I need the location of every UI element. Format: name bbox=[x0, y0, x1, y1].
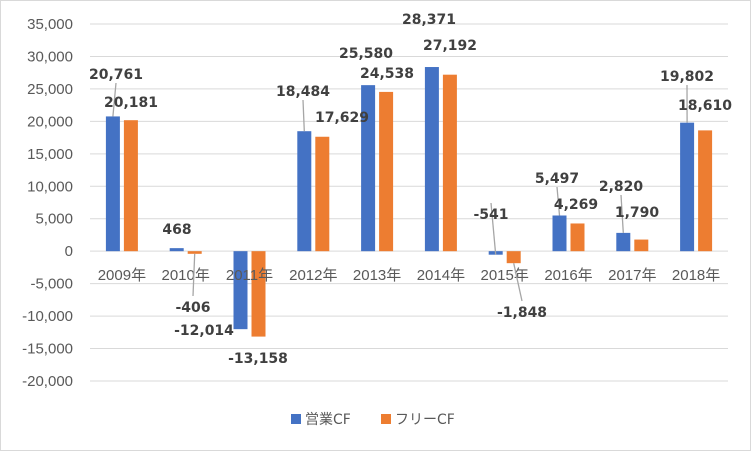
x-tick-label: 2016年 bbox=[544, 267, 592, 284]
bar-free-cf bbox=[570, 223, 585, 252]
legend-swatch bbox=[381, 414, 391, 424]
leader-line bbox=[513, 263, 523, 302]
legend-swatch bbox=[291, 414, 301, 424]
y-tick-label: 35,000 bbox=[27, 16, 73, 33]
data-label: 5,497 bbox=[535, 171, 579, 187]
y-tick-label: -5,000 bbox=[30, 276, 73, 293]
bar-operating-cf bbox=[105, 116, 120, 252]
x-tick-label: 2011年 bbox=[226, 267, 273, 284]
bar-free-cf bbox=[698, 130, 713, 252]
data-label: 18,610 bbox=[678, 98, 732, 114]
y-tick-label: 20,000 bbox=[27, 113, 73, 130]
x-tick-label: 2012年 bbox=[289, 267, 337, 284]
x-tick-label: 2009年 bbox=[98, 267, 146, 284]
y-tick-label: -10,000 bbox=[22, 308, 73, 325]
data-label: 24,538 bbox=[360, 66, 414, 82]
data-label: 28,371 bbox=[402, 12, 456, 28]
leader-line bbox=[192, 253, 196, 297]
x-tick-label: 2014年 bbox=[417, 267, 465, 284]
bar-operating-cf bbox=[169, 248, 184, 252]
bar-free-cf bbox=[315, 136, 330, 252]
bar-free-cf bbox=[379, 91, 394, 252]
data-label: 17,629 bbox=[315, 110, 369, 126]
data-label: 27,192 bbox=[423, 38, 477, 54]
leader-line bbox=[490, 202, 497, 255]
data-label: 468 bbox=[162, 222, 191, 238]
x-tick-label: 2017年 bbox=[608, 267, 656, 284]
bar-operating-cf bbox=[297, 131, 312, 252]
y-tick-label: 30,000 bbox=[27, 48, 73, 65]
x-tick-label: 2010年 bbox=[162, 267, 210, 284]
leader-line bbox=[302, 99, 305, 132]
x-tick-label: 2013年 bbox=[353, 267, 401, 284]
x-tick-label: 2018年 bbox=[672, 267, 720, 284]
bar-operating-cf bbox=[233, 251, 248, 330]
bar-free-cf bbox=[123, 120, 138, 252]
bar-operating-cf bbox=[424, 67, 439, 252]
data-label: 4,269 bbox=[554, 197, 598, 213]
y-tick-label: 5,000 bbox=[35, 211, 73, 228]
leader-line bbox=[556, 186, 561, 216]
bar-operating-cf bbox=[616, 232, 631, 252]
data-label: 1,790 bbox=[615, 205, 660, 221]
data-label: 18,484 bbox=[276, 84, 330, 100]
legend-label: 営業CF bbox=[305, 412, 351, 428]
x-tick-label: 2015年 bbox=[481, 267, 529, 284]
y-tick-label: 15,000 bbox=[27, 146, 73, 163]
data-label: -406 bbox=[175, 300, 210, 316]
y-tick-label: 25,000 bbox=[27, 81, 73, 98]
data-label: 25,580 bbox=[339, 46, 393, 62]
bar-operating-cf bbox=[680, 122, 695, 252]
data-label: 20,761 bbox=[89, 67, 143, 83]
data-label: -541 bbox=[473, 207, 508, 223]
data-label: -1,848 bbox=[497, 305, 547, 321]
legend-label: フリーCF bbox=[395, 412, 455, 428]
bar-operating-cf bbox=[361, 85, 376, 252]
bar-operating-cf bbox=[552, 215, 567, 252]
y-tick-label: -20,000 bbox=[22, 373, 73, 390]
bar-free-cf bbox=[506, 251, 521, 264]
y-tick-label: 0 bbox=[65, 243, 73, 260]
data-label: 20,181 bbox=[104, 95, 158, 111]
bar-free-cf bbox=[187, 251, 202, 254]
data-label: 19,802 bbox=[660, 69, 714, 85]
leader-line bbox=[112, 82, 117, 117]
data-label: 2,820 bbox=[599, 179, 644, 195]
bar-free-cf bbox=[251, 251, 266, 337]
y-tick-label: 10,000 bbox=[27, 178, 73, 195]
data-label: -12,014 bbox=[174, 323, 234, 339]
leader-line bbox=[620, 194, 624, 233]
y-tick-label: -15,000 bbox=[22, 341, 73, 358]
bar-free-cf bbox=[442, 74, 457, 252]
data-label: -13,158 bbox=[228, 351, 288, 367]
bar-free-cf bbox=[634, 239, 649, 252]
